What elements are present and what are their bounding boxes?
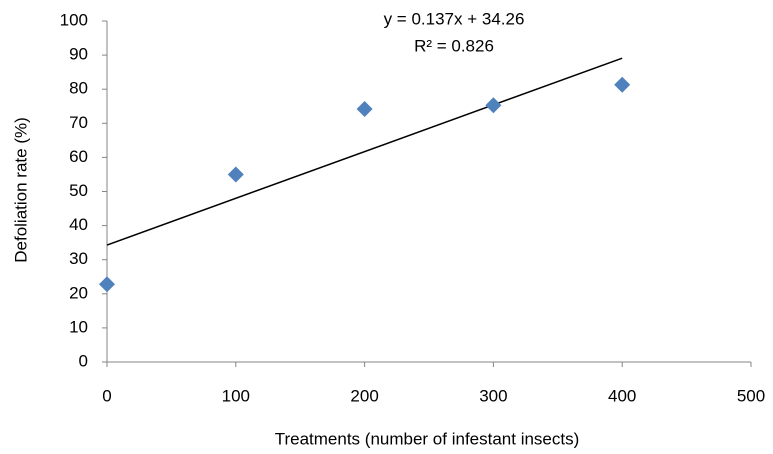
x-tick-label: 200 [350, 386, 378, 405]
y-tick-label: 40 [69, 215, 88, 234]
y-axis-title: Defoliation rate (%) [11, 117, 30, 263]
x-tick-label: 100 [222, 386, 250, 405]
data-point [485, 97, 502, 114]
y-tick-label: 50 [69, 181, 88, 200]
y-tick-label: 70 [69, 113, 88, 132]
x-tick-label: 500 [737, 386, 765, 405]
y-tick-label: 20 [69, 283, 88, 302]
y-tick-label: 30 [69, 249, 88, 268]
trendline [106, 57, 623, 246]
y-tick-label: 10 [69, 317, 88, 336]
x-tick-label: 400 [608, 386, 636, 405]
x-axis-title: Treatments (number of infestant insects) [275, 429, 580, 448]
data-point [356, 100, 373, 117]
x-tick-label: 300 [479, 386, 507, 405]
x-tick-label: 0 [102, 386, 111, 405]
y-tick-label: 90 [69, 45, 88, 64]
data-point [227, 166, 244, 183]
data-point [99, 276, 115, 293]
data-point [614, 76, 631, 93]
trendline-equation: y = 0.137x + 34.26 [384, 9, 525, 28]
y-tick-label: 100 [60, 10, 88, 29]
y-tick-label: 0 [79, 351, 88, 370]
y-tick-label: 60 [69, 147, 88, 166]
y-tick-label: 80 [69, 79, 88, 98]
r-squared: R² = 0.826 [414, 36, 494, 55]
